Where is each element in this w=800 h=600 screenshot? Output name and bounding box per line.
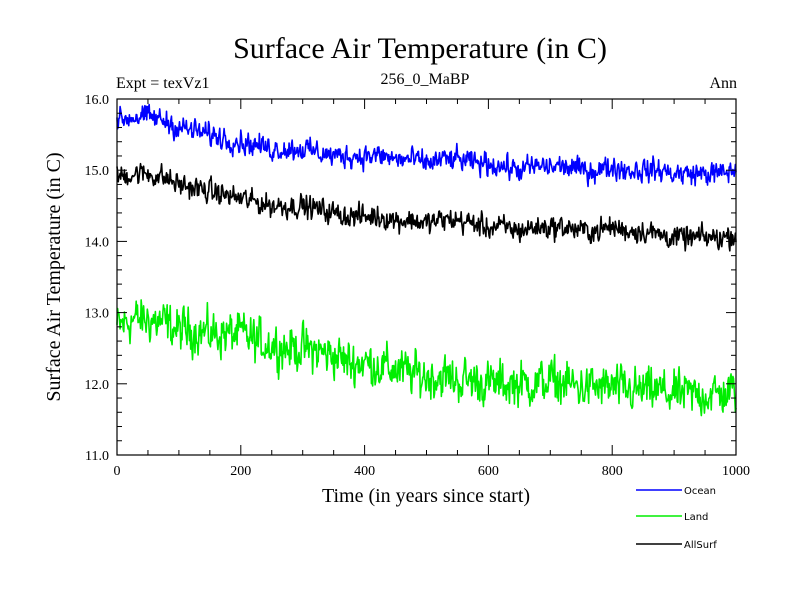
season-label: Ann — [709, 75, 737, 92]
x-tick-label: 600 — [478, 464, 499, 479]
plot-layer — [116, 103, 737, 417]
x-tick-label: 800 — [602, 464, 623, 479]
tick-layer: 0 200 400 600 800 1000 11.0 12.0 13.0 14.0 15.0 16.… — [85, 93, 751, 479]
legend-label-allsurf: AllSurf — [684, 540, 717, 551]
series-line-allsurf — [116, 162, 737, 252]
y-tick-label: 13.0 — [85, 307, 110, 322]
x-tick-label: 200 — [230, 464, 251, 479]
legend-label-land: Land — [684, 512, 708, 523]
plot-frame — [116, 98, 737, 456]
y-tick-label: 16.0 — [85, 93, 110, 108]
experiment-label: Expt = texVz1 — [116, 75, 209, 92]
y-tick-label: 12.0 — [85, 378, 110, 393]
y-axis-label: Surface Air Temperature (in C) — [43, 152, 65, 401]
x-axis-label: Time (in years since start) — [322, 485, 530, 507]
chart-title: Surface Air Temperature (in C) — [233, 32, 607, 65]
y-tick-label: 14.0 — [85, 235, 110, 250]
x-tick-label: 400 — [354, 464, 375, 479]
legend-label-ocean: Ocean — [684, 486, 716, 497]
period-label: 256_0_MaBP — [381, 71, 470, 88]
x-tick-label: 0 — [114, 464, 121, 479]
series-line-ocean — [116, 103, 737, 188]
y-tick-label: 11.0 — [85, 449, 109, 464]
x-tick-label: 1000 — [722, 464, 750, 479]
y-tick-label: 15.0 — [85, 164, 110, 179]
series-line-land — [116, 299, 737, 417]
legend: Ocean Land AllSurf — [636, 486, 717, 551]
